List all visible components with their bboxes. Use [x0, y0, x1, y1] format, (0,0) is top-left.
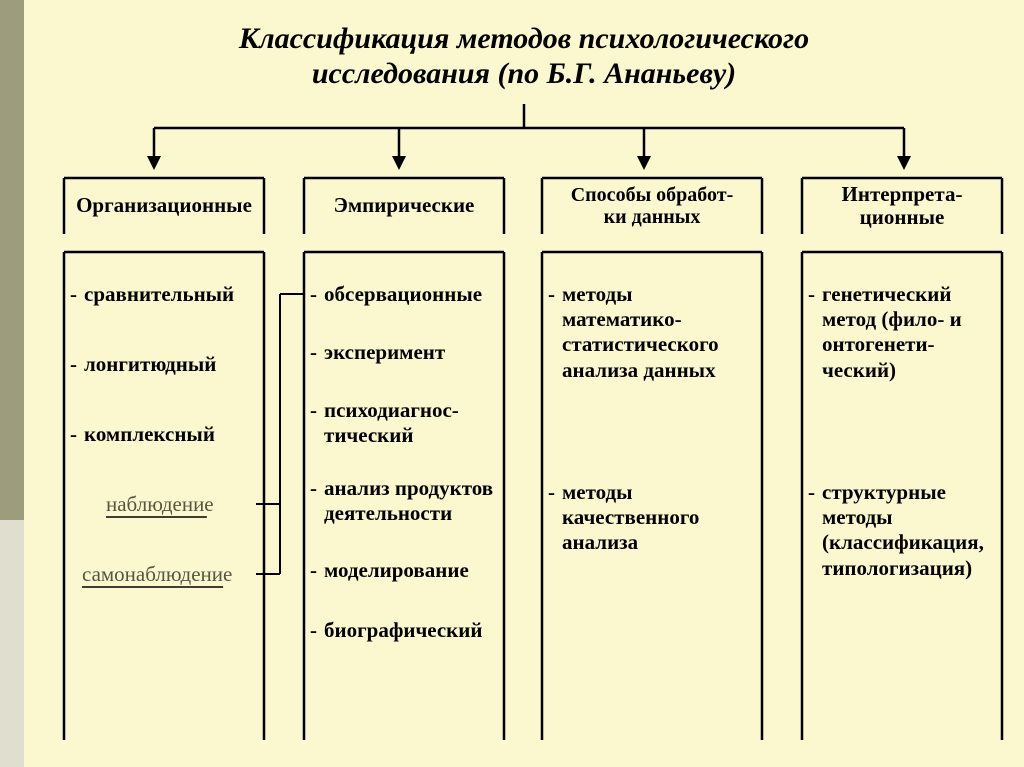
item-dash: - — [70, 422, 77, 447]
item-dash: - — [310, 340, 317, 365]
item-dash: - — [310, 618, 317, 643]
col3-item-1: структурныеметоды(классификация,типологи… — [822, 480, 1002, 581]
item-dash: - — [310, 398, 317, 423]
title-line-2: исследования (по Б.Г. Ананьеву) — [312, 57, 736, 90]
decorative-sidebar — [0, 0, 24, 767]
col1-item-3: анализ продуктовдеятельности — [324, 476, 504, 526]
item-dash: - — [548, 480, 555, 505]
col3-item-0: генетическийметод (фило- ионтогенети-чес… — [822, 282, 1002, 383]
col2-item-0: методыматематико-статистическогоанализа … — [562, 282, 762, 383]
item-dash: - — [70, 282, 77, 307]
col1-item-2: психодиагнос-тический — [324, 398, 504, 448]
col1-item-4: моделирование — [324, 558, 504, 583]
col0-item-2: комплексный — [84, 422, 264, 447]
item-dash: - — [70, 352, 77, 377]
col1-item-5: биографический — [324, 618, 504, 643]
diagram-title: Классификация методов психологического и… — [24, 22, 1024, 91]
title-line-1: Классификация методов психологического — [239, 22, 809, 55]
col1-item-1: эксперимент — [324, 340, 504, 365]
item-dash: - — [548, 282, 555, 307]
col0-item-3: наблюдение — [106, 492, 286, 517]
category-header-1: Эмпирические — [304, 178, 504, 234]
col0-item-4: самонаблюдение — [82, 562, 262, 587]
item-dash: - — [808, 480, 815, 505]
sidebar-top — [0, 0, 24, 520]
item-dash: - — [310, 282, 317, 307]
item-dash: - — [310, 476, 317, 501]
category-header-3: Интерпрета-ционные — [802, 178, 1002, 234]
item-dash: - — [310, 558, 317, 583]
category-header-0: Организационные — [64, 178, 264, 234]
item-dash: - — [808, 282, 815, 307]
col0-item-1: лонгитюдный — [84, 352, 264, 377]
connector-lines — [24, 0, 1024, 767]
sidebar-bottom — [0, 520, 24, 767]
diagram-canvas: Классификация методов психологического и… — [24, 0, 1024, 767]
category-header-2: Способы обработ-ки данных — [542, 178, 762, 234]
col1-item-0: обсервационные — [324, 282, 504, 307]
col0-item-0: сравнительный — [84, 282, 264, 307]
col2-item-1: методыкачественногоанализа — [562, 480, 762, 556]
